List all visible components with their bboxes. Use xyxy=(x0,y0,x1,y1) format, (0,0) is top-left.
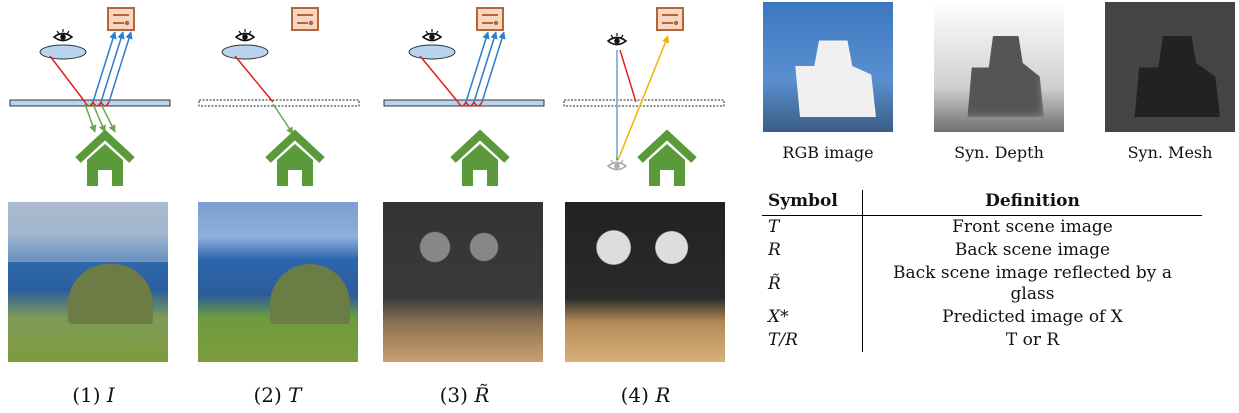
caption-2: (2) T xyxy=(253,383,302,407)
diagram-3 xyxy=(383,7,545,190)
table-row: X* Predicted image of X xyxy=(762,306,1202,329)
photo-reflection xyxy=(565,202,725,362)
thumb-label-depth: Syn. Depth xyxy=(954,143,1044,162)
diagram-4 xyxy=(563,7,725,190)
table-row: R̃ Back scene image reflected by a glass xyxy=(762,262,1202,306)
thumb-rgb xyxy=(763,2,893,132)
caption-1: (1) I xyxy=(72,383,115,407)
header-symbol: Symbol xyxy=(762,190,863,216)
thumb-label-rgb: RGB image xyxy=(782,143,874,162)
table-row: R Back scene image xyxy=(762,239,1202,262)
table-row: T/R T or R xyxy=(762,329,1202,352)
photo-reflection-glass xyxy=(383,202,543,362)
symbol-table: Symbol Definition T Front scene image R Ba… xyxy=(762,190,1202,352)
caption-3: (3) R̃ xyxy=(439,383,490,407)
diagram-2 xyxy=(198,7,360,190)
thumb-mesh xyxy=(1105,2,1235,132)
thumb-depth xyxy=(934,2,1064,132)
photo-transmission xyxy=(198,202,358,362)
header-definition: Definition xyxy=(862,190,1202,216)
thumb-label-mesh: Syn. Mesh xyxy=(1127,143,1213,162)
table-row: T Front scene image xyxy=(762,215,1202,239)
diagram-1 xyxy=(9,7,171,190)
caption-4: (4) R xyxy=(620,383,671,407)
photo-mixed-image xyxy=(8,202,168,362)
